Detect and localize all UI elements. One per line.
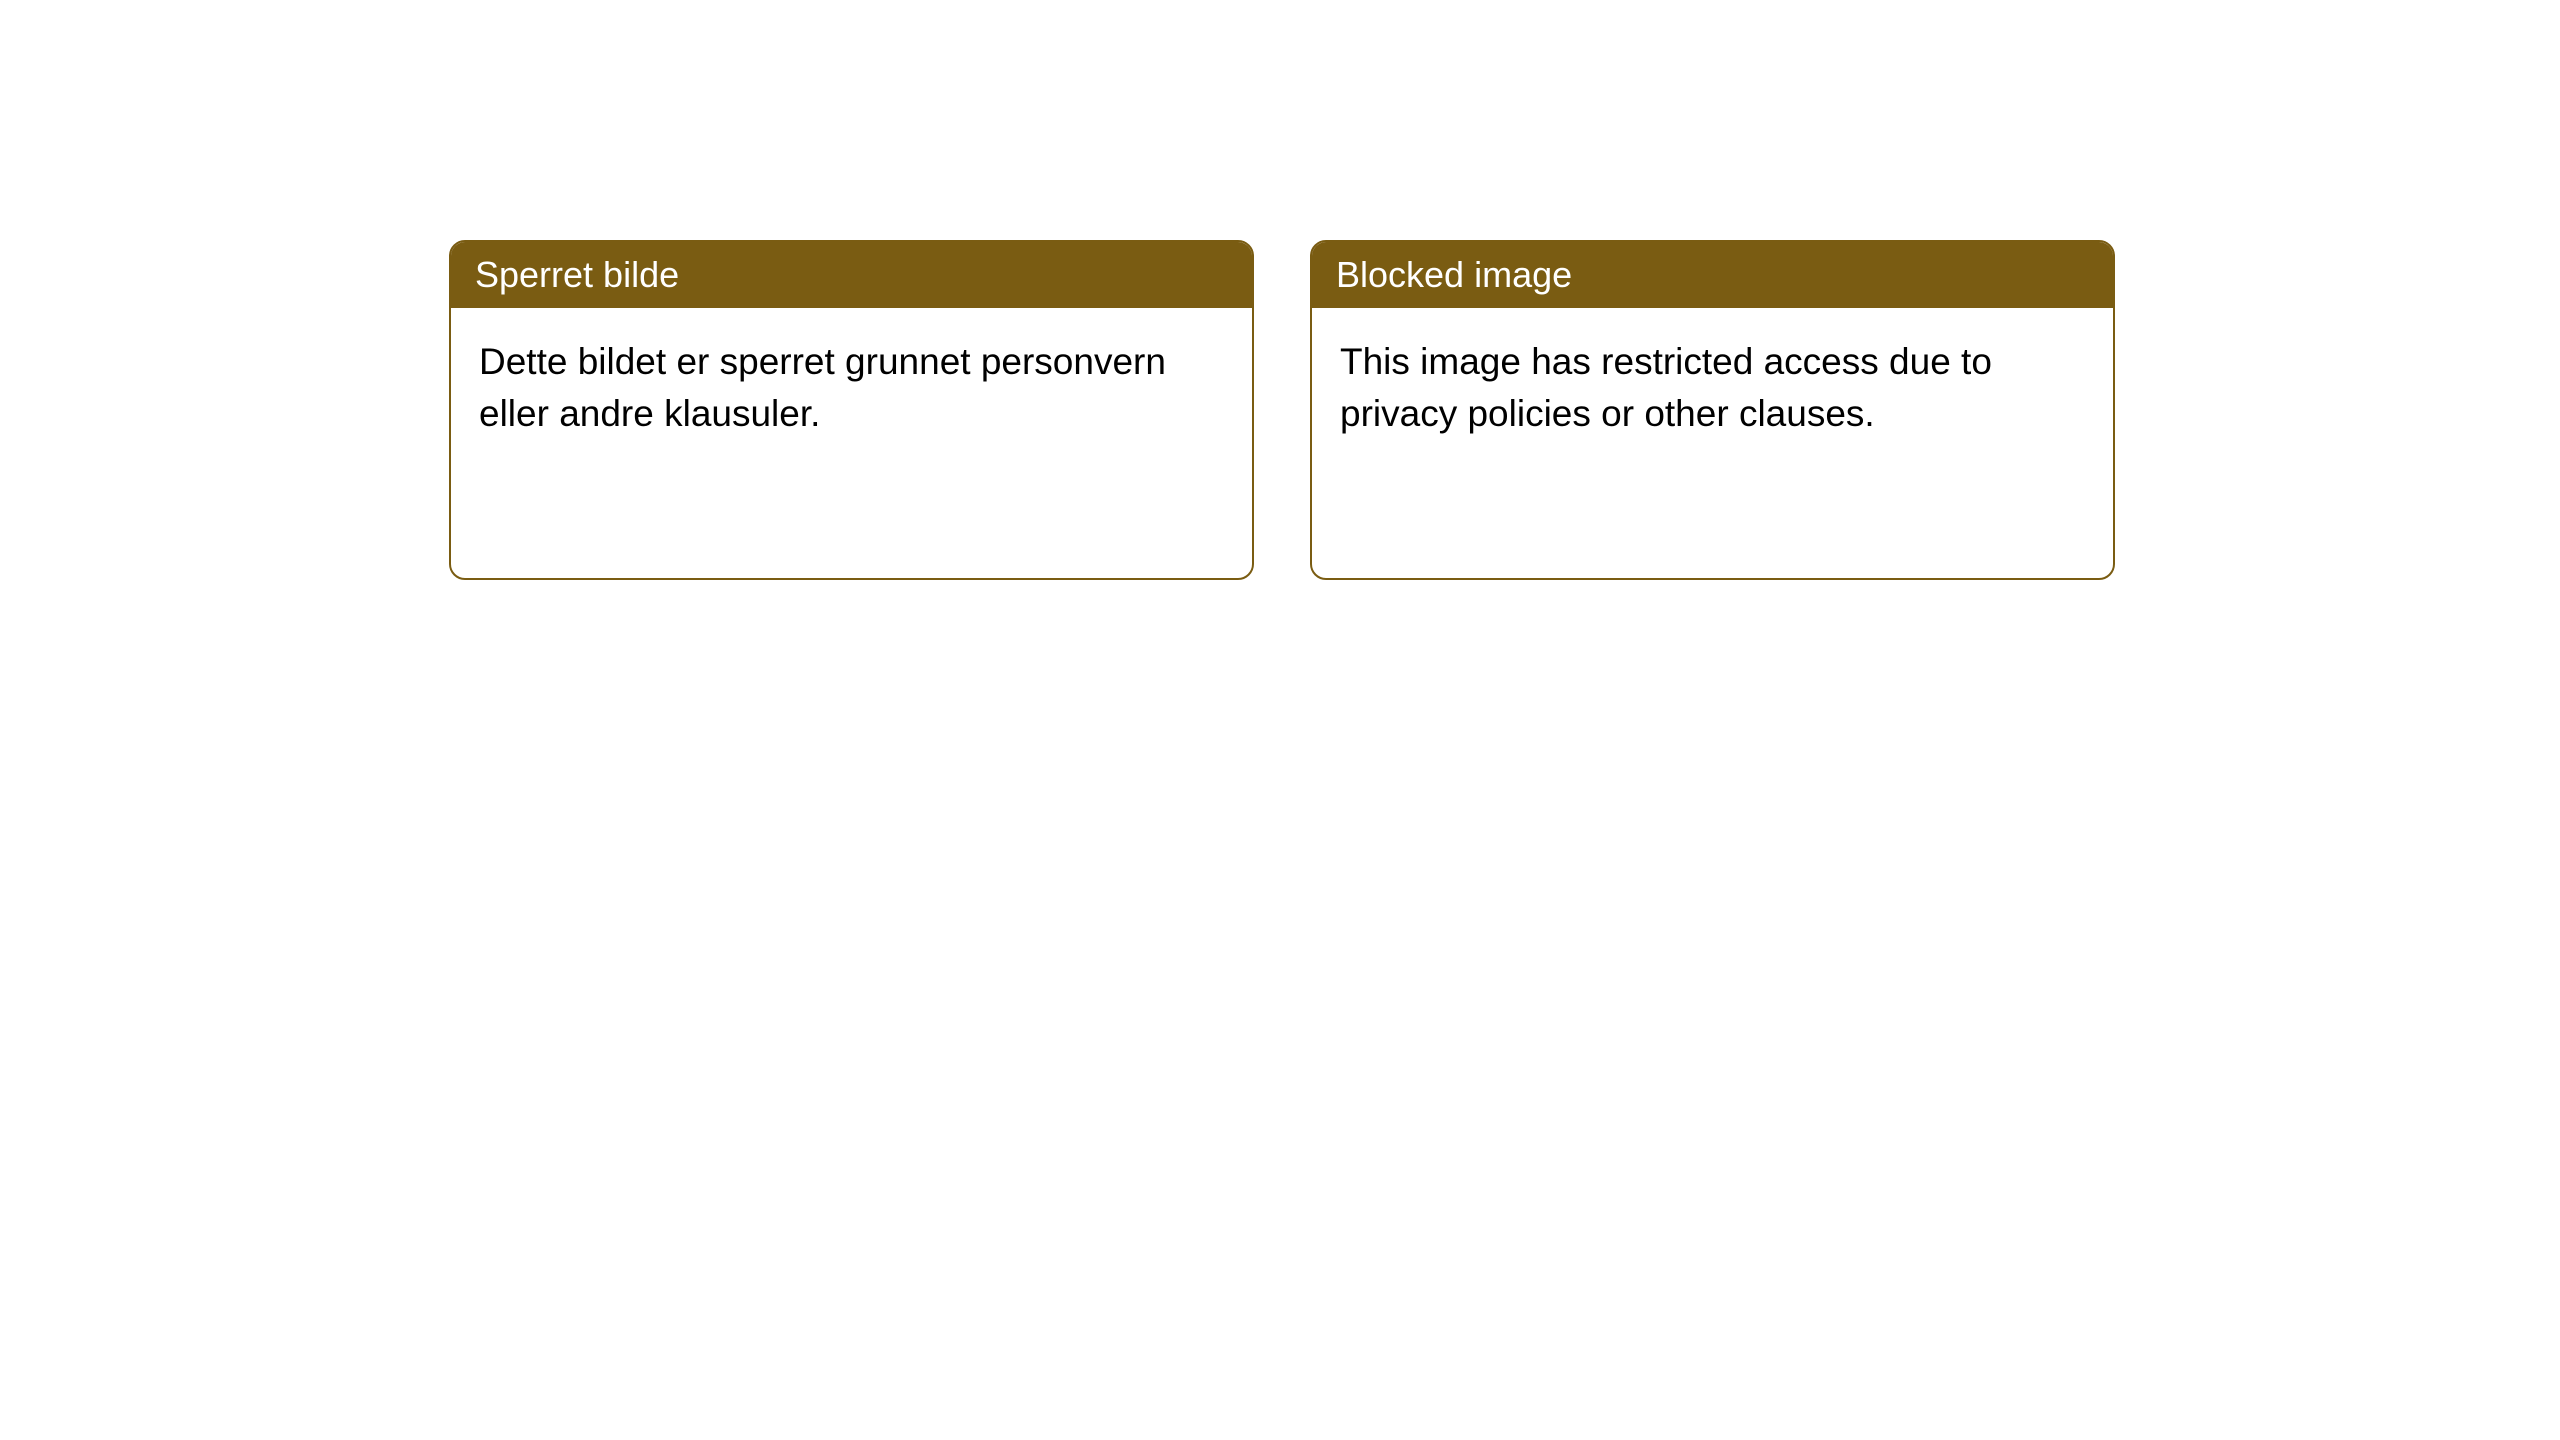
notice-card-english: Blocked image This image has restricted … xyxy=(1310,240,2115,580)
notice-container: Sperret bilde Dette bildet er sperret gr… xyxy=(0,0,2560,580)
notice-card-norwegian: Sperret bilde Dette bildet er sperret gr… xyxy=(449,240,1254,580)
notice-body: Dette bildet er sperret grunnet personve… xyxy=(451,308,1252,578)
notice-header: Blocked image xyxy=(1312,242,2113,308)
notice-message: Dette bildet er sperret grunnet personve… xyxy=(479,341,1166,434)
notice-body: This image has restricted access due to … xyxy=(1312,308,2113,578)
notice-title: Blocked image xyxy=(1336,254,1572,295)
notice-message: This image has restricted access due to … xyxy=(1340,341,1992,434)
notice-title: Sperret bilde xyxy=(475,254,679,295)
notice-header: Sperret bilde xyxy=(451,242,1252,308)
